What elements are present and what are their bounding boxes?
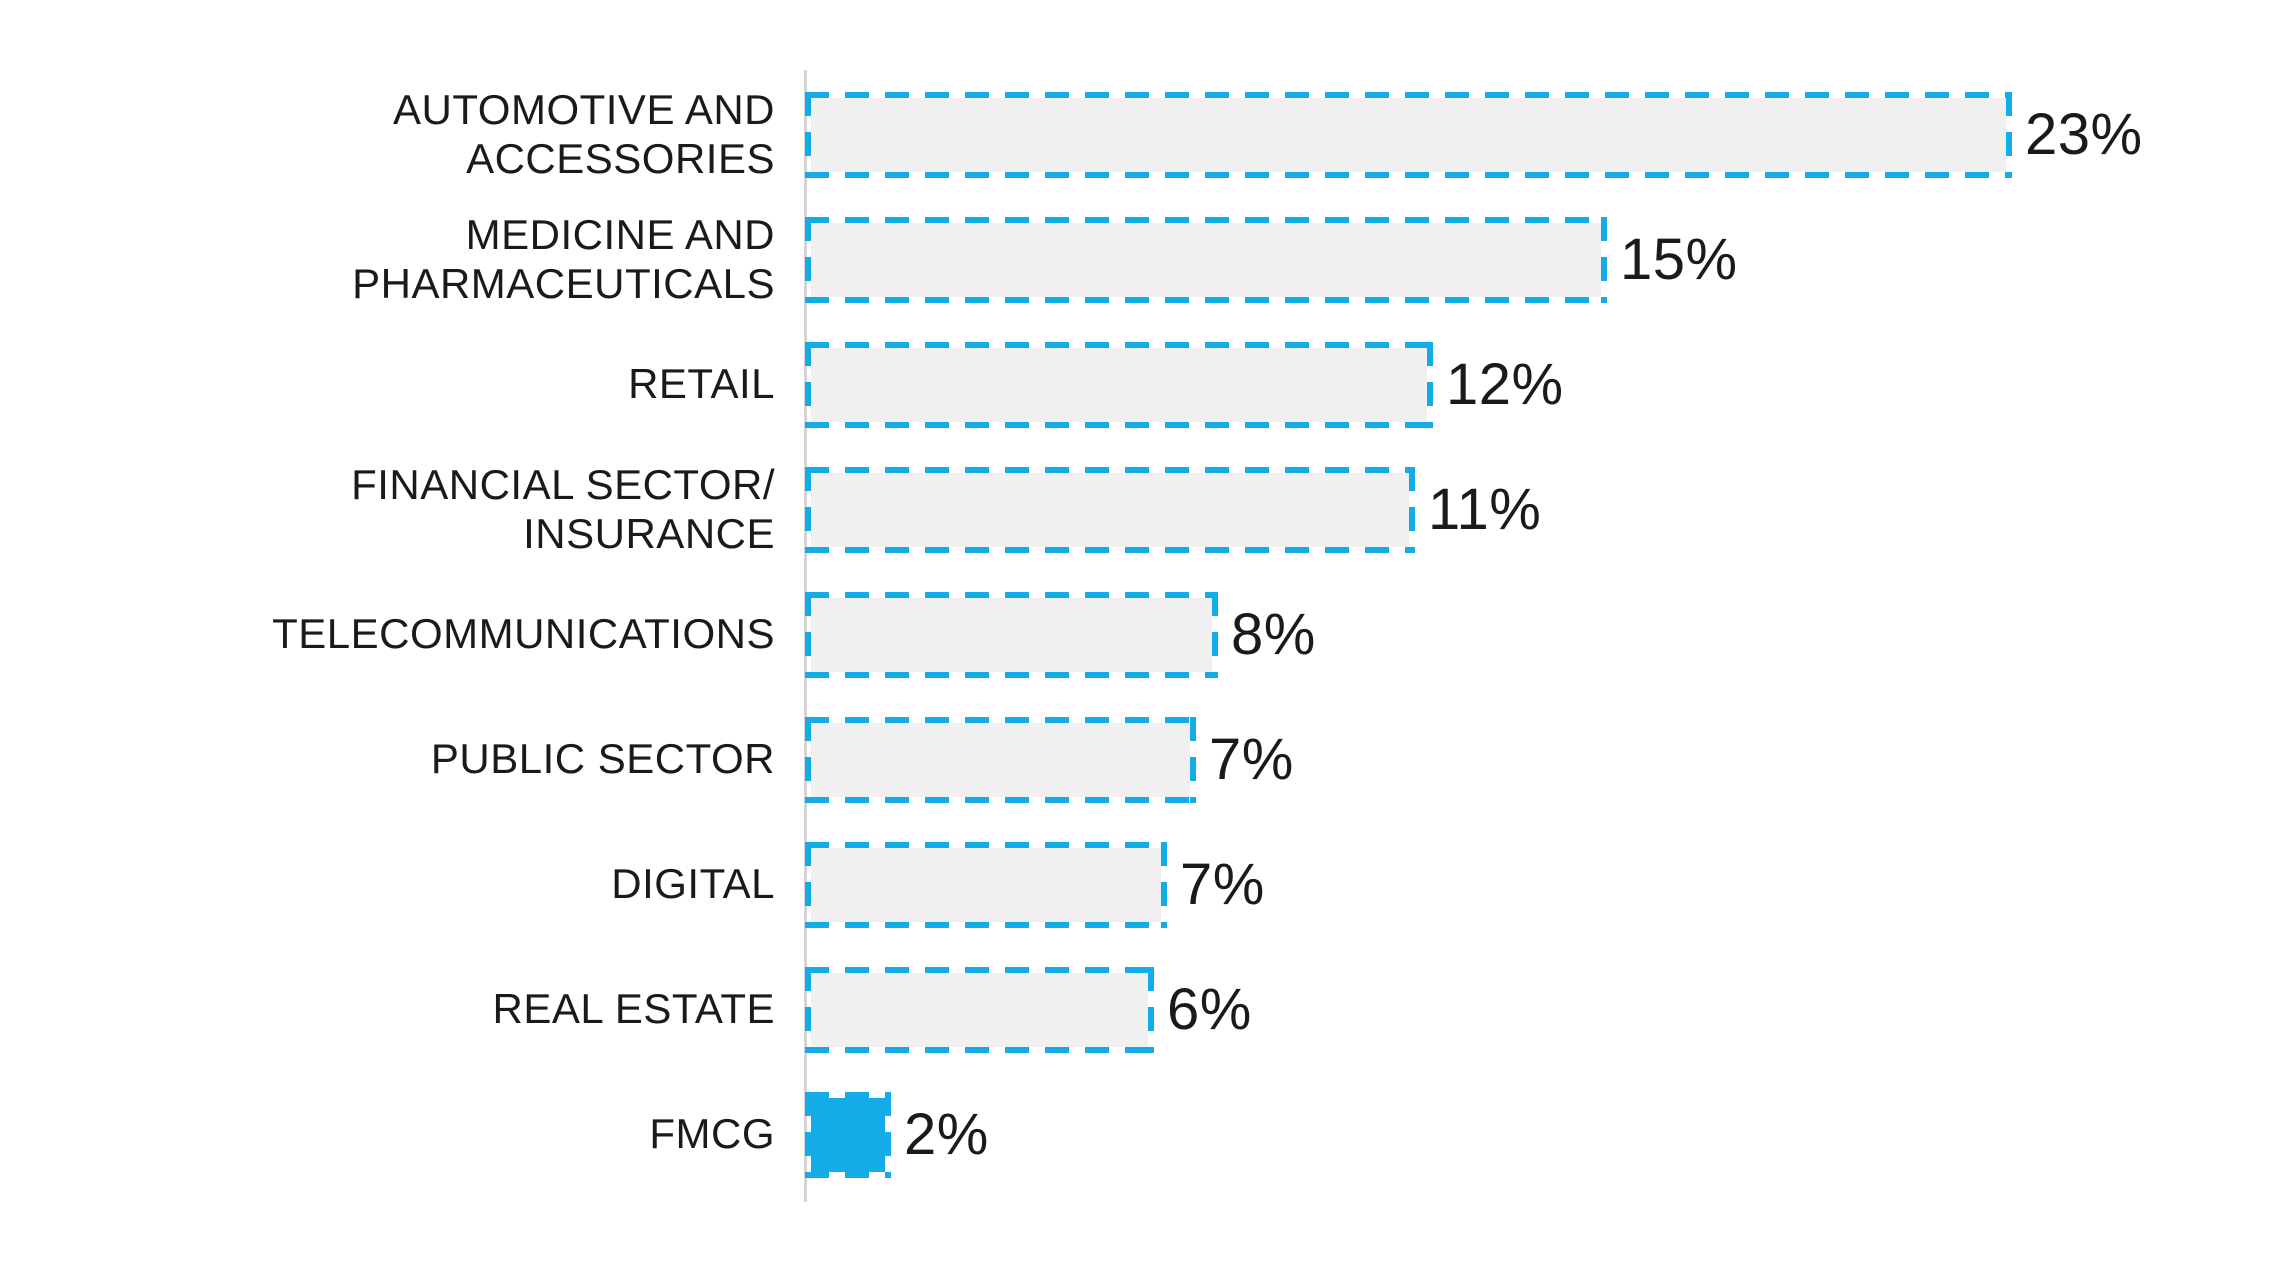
chart-row: RETAIL 12%	[0, 322, 2270, 447]
bar-cell: 11%	[805, 447, 2270, 572]
chart-row: DIGITAL 7%	[0, 822, 2270, 947]
category-label-automotive-accessories: AUTOMOTIVE AND ACCESSORIES	[393, 85, 775, 182]
bar-cell: 7%	[805, 822, 2270, 947]
chart-row: MEDICINE AND PHARMACEUTICALS 15%	[0, 197, 2270, 322]
category-label-real-estate: REAL ESTATE	[492, 985, 775, 1033]
bar-real-estate	[805, 966, 1154, 1053]
category-label-digital: DIGITAL	[611, 860, 775, 908]
category-label-retail: RETAIL	[628, 360, 775, 408]
bar-public-sector	[805, 716, 1196, 803]
chart-plot-area: AUTOMOTIVE AND ACCESSORIES 23% MEDICINE …	[0, 72, 2270, 1197]
value-label: 15%	[1620, 227, 1738, 292]
bar-fmcg-highlighted	[805, 1091, 891, 1178]
bar-cell: 23%	[805, 72, 2270, 197]
category-label-fmcg: FMCG	[649, 1110, 775, 1158]
value-label: 23%	[2025, 102, 2143, 167]
bar-retail	[805, 341, 1433, 428]
bar-cell: 12%	[805, 322, 2270, 447]
category-label-public-sector: PUBLIC SECTOR	[430, 735, 775, 783]
value-label: 2%	[904, 1102, 989, 1167]
value-label: 7%	[1180, 852, 1265, 917]
value-label: 11%	[1428, 477, 1542, 542]
bar-automotive-accessories	[805, 91, 2012, 178]
bar-financial-insurance	[805, 466, 1415, 553]
category-label-medicine-pharmaceuticals: MEDICINE AND PHARMACEUTICALS	[352, 210, 775, 307]
chart-row: AUTOMOTIVE AND ACCESSORIES 23%	[0, 72, 2270, 197]
chart-row: FMCG 2%	[0, 1072, 2270, 1197]
category-label-financial-insurance: FINANCIAL SECTOR/ INSURANCE	[351, 460, 775, 557]
bar-medicine-pharmaceuticals	[805, 216, 1607, 303]
chart-row: PUBLIC SECTOR 7%	[0, 697, 2270, 822]
chart-row: TELECOMMUNICATIONS 8%	[0, 572, 2270, 697]
value-label: 12%	[1446, 352, 1564, 417]
bar-cell: 2%	[805, 1072, 2270, 1197]
value-label: 6%	[1167, 977, 1252, 1042]
bar-telecommunications	[805, 591, 1218, 678]
bar-cell: 8%	[805, 572, 2270, 697]
chart-row: FINANCIAL SECTOR/ INSURANCE 11%	[0, 447, 2270, 572]
category-label-telecommunications: TELECOMMUNICATIONS	[272, 610, 775, 658]
bar-cell: 6%	[805, 947, 2270, 1072]
bar-cell: 15%	[805, 197, 2270, 322]
value-label: 8%	[1231, 602, 1316, 667]
bar-cell: 7%	[805, 697, 2270, 822]
chart-row: REAL ESTATE 6%	[0, 947, 2270, 1072]
bar-digital	[805, 841, 1167, 928]
value-label: 7%	[1209, 727, 1294, 792]
